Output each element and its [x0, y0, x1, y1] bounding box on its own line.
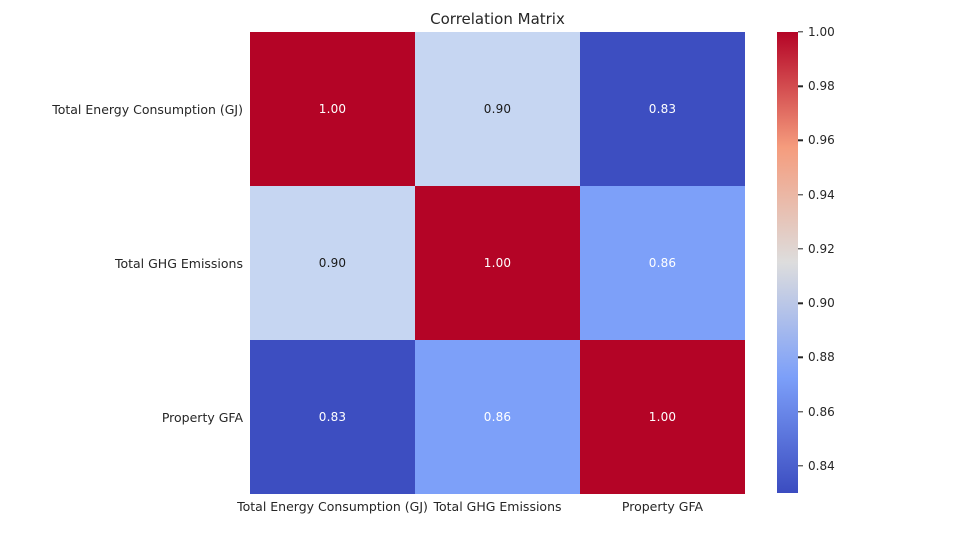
- colorbar-tick-mark: [798, 194, 803, 196]
- colorbar-tick-mark: [798, 410, 803, 413]
- heatmap-cell: 0.83: [580, 32, 745, 186]
- x-axis-label: Total GHG Emissions: [433, 499, 562, 514]
- colorbar-tick-mark: [798, 248, 803, 250]
- y-axis-label: Total Energy Consumption (GJ): [52, 101, 243, 117]
- colorbar-gradient: [777, 32, 798, 493]
- colorbar-tick-mark: [798, 85, 803, 87]
- heatmap-cell: 1.00: [415, 186, 580, 340]
- colorbar-tick-label: 0.90: [808, 296, 835, 311]
- y-axis-label: Property GFA: [161, 409, 243, 425]
- heatmap-cell: 0.86: [415, 340, 580, 494]
- heatmap-cell: 0.90: [415, 32, 580, 186]
- heatmap-cell: 0.90: [250, 186, 415, 340]
- colorbar-tick-label: 0.98: [808, 79, 835, 94]
- heatmap-cell: 0.86: [580, 186, 745, 340]
- y-axis-labels: Total Energy Consumption (GJ) Total GHG E…: [0, 32, 243, 494]
- colorbar-tick-label: 0.84: [808, 458, 835, 473]
- heatmap-grid: 1.00 0.90 0.83 0.90 1.00 0.86 0.83 0.86 1.00: [250, 32, 745, 494]
- colorbar-tick-label: 0.94: [808, 187, 835, 202]
- heatmap-cell: 0.83: [250, 340, 415, 494]
- y-axis-label: Total GHG Emissions: [114, 255, 243, 271]
- x-axis-label: Total Energy Consumption (GJ): [237, 499, 428, 514]
- colorbar: 1.00 0.98 0.96 0.94 0.92 0.90 0.88 0.86 0.84: [777, 26, 897, 493]
- colorbar-tick-label: 0.88: [808, 350, 835, 365]
- heatmap-cell: 1.00: [580, 340, 745, 494]
- heatmap-cell: 1.00: [250, 32, 415, 186]
- x-axis-labels: Total Energy Consumption (GJ) Total GHG E…: [237, 499, 745, 519]
- colorbar-tick-label: 0.92: [808, 241, 835, 256]
- chart-title: Correlation Matrix: [430, 10, 565, 28]
- colorbar-tick-label: 0.96: [808, 133, 835, 148]
- x-axis-label: Property GFA: [621, 499, 704, 514]
- colorbar-tick-mark: [798, 465, 803, 467]
- colorbar-tick-mark: [798, 302, 803, 304]
- colorbar-tick-mark: [798, 31, 803, 33]
- colorbar-tick-mark: [798, 139, 803, 142]
- colorbar-tick-label: 1.00: [808, 25, 835, 39]
- colorbar-tick-label: 0.86: [808, 404, 835, 419]
- colorbar-tick-mark: [798, 356, 803, 359]
